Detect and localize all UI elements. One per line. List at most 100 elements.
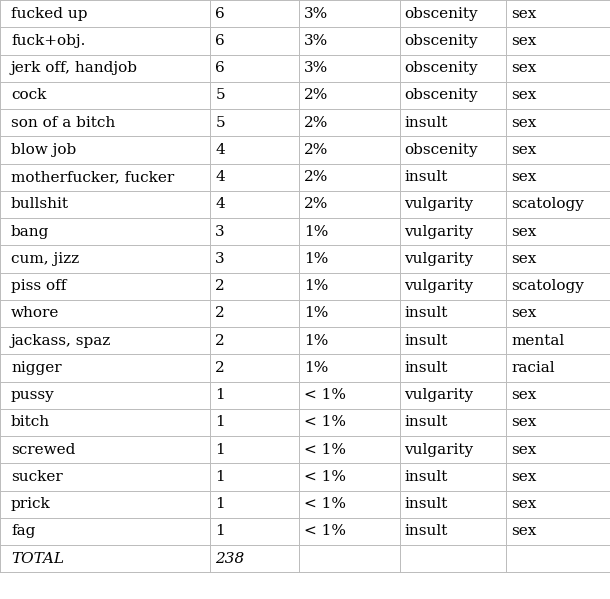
Text: 3: 3 (215, 252, 225, 266)
Text: 3%: 3% (304, 61, 328, 75)
Text: 1%: 1% (304, 252, 328, 266)
Text: 1%: 1% (304, 334, 328, 347)
Text: 2%: 2% (304, 170, 328, 184)
Text: vulgarity: vulgarity (404, 252, 473, 266)
Text: bang: bang (11, 225, 49, 238)
Text: 3%: 3% (304, 34, 328, 48)
Text: sex: sex (511, 34, 537, 48)
Text: motherfucker, fucker: motherfucker, fucker (11, 170, 174, 184)
Text: cum, jizz: cum, jizz (11, 252, 79, 266)
Text: 2%: 2% (304, 116, 328, 129)
Text: sex: sex (511, 7, 537, 20)
Text: sex: sex (511, 416, 537, 429)
Text: vulgarity: vulgarity (404, 225, 473, 238)
Text: sex: sex (511, 443, 537, 456)
Text: 1%: 1% (304, 279, 328, 293)
Text: sex: sex (511, 497, 537, 511)
Text: insult: insult (404, 116, 448, 129)
Text: 1: 1 (215, 388, 225, 402)
Text: insult: insult (404, 170, 448, 184)
Text: sex: sex (511, 225, 537, 238)
Text: 2: 2 (215, 361, 225, 375)
Text: sex: sex (511, 470, 537, 484)
Text: scatology: scatology (511, 279, 584, 293)
Text: 2: 2 (215, 279, 225, 293)
Text: vulgarity: vulgarity (404, 279, 473, 293)
Text: sex: sex (511, 89, 537, 102)
Text: obscenity: obscenity (404, 61, 478, 75)
Text: jerk off, handjob: jerk off, handjob (11, 61, 138, 75)
Text: sex: sex (511, 252, 537, 266)
Text: insult: insult (404, 525, 448, 539)
Text: 5: 5 (215, 89, 225, 102)
Text: sex: sex (511, 143, 537, 157)
Text: fag: fag (11, 525, 35, 539)
Text: nigger: nigger (11, 361, 62, 375)
Text: 5: 5 (215, 116, 225, 129)
Text: racial: racial (511, 361, 555, 375)
Text: 1: 1 (215, 470, 225, 484)
Text: sex: sex (511, 525, 537, 539)
Text: TOTAL: TOTAL (11, 552, 64, 565)
Text: obscenity: obscenity (404, 89, 478, 102)
Text: 1%: 1% (304, 307, 328, 320)
Text: insult: insult (404, 307, 448, 320)
Text: 2%: 2% (304, 143, 328, 157)
Text: insult: insult (404, 416, 448, 429)
Text: insult: insult (404, 361, 448, 375)
Text: 1: 1 (215, 525, 225, 539)
Text: 1: 1 (215, 416, 225, 429)
Text: cock: cock (11, 89, 46, 102)
Text: vulgarity: vulgarity (404, 198, 473, 211)
Text: vulgarity: vulgarity (404, 443, 473, 456)
Text: < 1%: < 1% (304, 416, 346, 429)
Text: bullshit: bullshit (11, 198, 69, 211)
Text: 4: 4 (215, 170, 225, 184)
Text: 3: 3 (215, 225, 225, 238)
Text: 2: 2 (215, 307, 225, 320)
Text: 4: 4 (215, 143, 225, 157)
Text: vulgarity: vulgarity (404, 388, 473, 402)
Text: sucker: sucker (11, 470, 63, 484)
Text: < 1%: < 1% (304, 388, 346, 402)
Text: piss off: piss off (11, 279, 66, 293)
Text: fuck+obj.: fuck+obj. (11, 34, 85, 48)
Text: 1: 1 (215, 443, 225, 456)
Text: 3%: 3% (304, 7, 328, 20)
Text: 1%: 1% (304, 225, 328, 238)
Text: fucked up: fucked up (11, 7, 87, 20)
Text: 238: 238 (215, 552, 245, 565)
Text: sex: sex (511, 61, 537, 75)
Text: bitch: bitch (11, 416, 50, 429)
Text: < 1%: < 1% (304, 470, 346, 484)
Text: sex: sex (511, 307, 537, 320)
Text: < 1%: < 1% (304, 525, 346, 539)
Text: 1: 1 (215, 497, 225, 511)
Text: insult: insult (404, 334, 448, 347)
Text: < 1%: < 1% (304, 443, 346, 456)
Text: obscenity: obscenity (404, 34, 478, 48)
Text: 6: 6 (215, 34, 225, 48)
Text: prick: prick (11, 497, 51, 511)
Text: 2: 2 (215, 334, 225, 347)
Text: 2%: 2% (304, 198, 328, 211)
Text: 1%: 1% (304, 361, 328, 375)
Text: jackass, spaz: jackass, spaz (11, 334, 111, 347)
Text: insult: insult (404, 497, 448, 511)
Text: sex: sex (511, 388, 537, 402)
Text: obscenity: obscenity (404, 143, 478, 157)
Text: whore: whore (11, 307, 59, 320)
Text: pussy: pussy (11, 388, 55, 402)
Text: sex: sex (511, 170, 537, 184)
Text: son of a bitch: son of a bitch (11, 116, 115, 129)
Text: 6: 6 (215, 7, 225, 20)
Text: 2%: 2% (304, 89, 328, 102)
Text: blow job: blow job (11, 143, 76, 157)
Text: 6: 6 (215, 61, 225, 75)
Text: mental: mental (511, 334, 564, 347)
Text: screwed: screwed (11, 443, 76, 456)
Text: insult: insult (404, 470, 448, 484)
Text: scatology: scatology (511, 198, 584, 211)
Text: 4: 4 (215, 198, 225, 211)
Text: obscenity: obscenity (404, 7, 478, 20)
